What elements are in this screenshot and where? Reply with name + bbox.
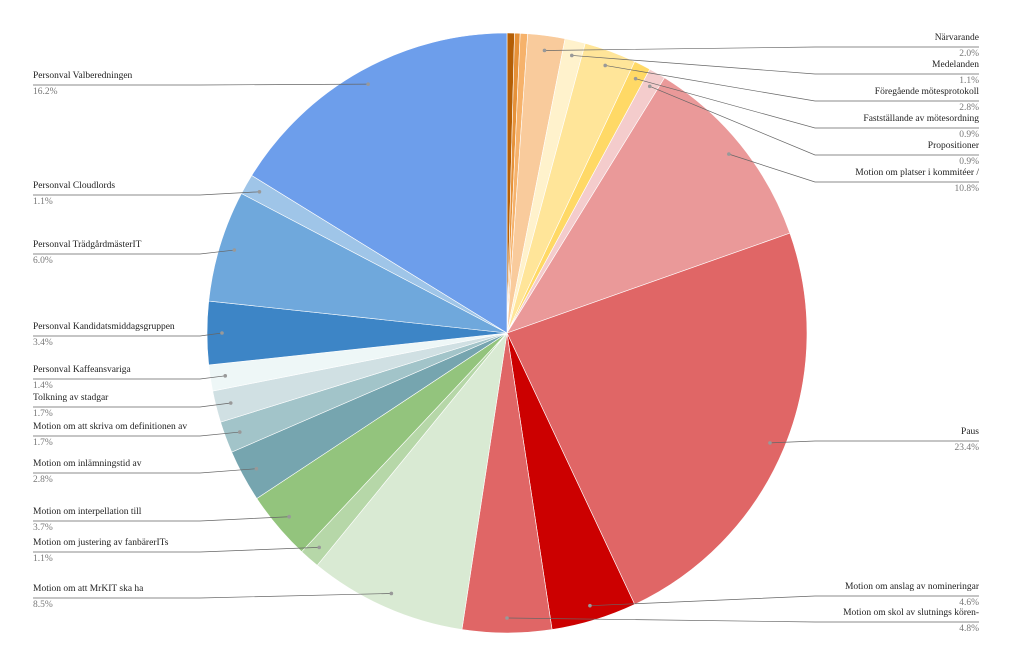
slice-label: Personval Kandidatsmiddagsgruppen [33,322,175,332]
slice-value-label: 1.7% [33,409,53,419]
leader-line [605,65,979,102]
slice-value-label: 1.4% [33,381,53,391]
leader-dot [257,189,262,194]
leader-line [33,431,240,437]
leader-line [728,153,979,183]
slice-label: Propositioner [928,141,980,151]
slice-value-label: 3.7% [33,523,53,533]
slice-value-label: 10.8% [954,184,979,194]
slice-label: Personval Kaffeansvariga [33,364,131,375]
leader-dot [389,591,394,596]
pie-slice [506,232,808,605]
leader-dot [317,545,321,550]
leader-line [33,375,226,380]
slice-label: Motion om inlämningstid av [33,459,142,469]
leader-line [33,249,235,255]
slice-label: Motion om att skriva om definitionen av [33,421,187,432]
slice-label: Motion om att MrKIT ska ha [33,584,144,594]
leader-line [33,593,392,599]
leader-dot [232,248,237,252]
slice-value-label: 4.6% [959,598,979,608]
slice-value-label: 16.2% [33,87,58,97]
leader-line [33,83,369,86]
slice-label: Motion om platser i kommitéer / [855,168,979,178]
leader-dot [569,53,574,58]
slice-value-label: 1.1% [33,197,53,207]
slice-value-label: 8.5% [33,600,53,610]
leader-dot [603,63,608,68]
slice-value-label: 0.9% [959,130,979,140]
slice-label: Motion om anslag av nomineringar [845,582,980,592]
slice-value-label: 4.8% [959,624,979,634]
leader-line [571,55,979,75]
slice-value-label: 3.4% [33,338,53,348]
leader-line [33,191,260,196]
slice-value-label: 2.0% [959,49,979,59]
slice-label: Motion om justering av fanbärerITs [33,537,169,548]
leader-dot [237,430,242,434]
leader-dot [287,514,291,519]
slice-label: Motion om skol av slutnings kören- [843,608,979,618]
slice-value-label: 23.4% [954,443,979,453]
slice-label: Föregående mötesprotokoll [875,86,980,97]
slice-value-label: 2.8% [33,475,53,485]
leader-dot [505,616,509,620]
slice-label: Personval Cloudlords [33,181,115,191]
slice-label: Paus [961,427,979,437]
leader-dot [228,401,233,405]
slice-label: Personval Valberedningen [33,71,133,81]
slice-label: Tolkning av stadgar [33,393,109,403]
leader-dot [366,82,370,86]
slice-value-label: 1.1% [959,76,979,86]
slice-value-label: 0.9% [959,157,979,167]
leader-dot [768,441,772,445]
leader-dot [220,331,224,335]
slice-value-label: 2.8% [959,103,979,113]
leader-line [33,468,257,474]
leader-line [506,617,979,623]
leader-line [544,46,979,51]
leader-dot [727,152,731,156]
leader-line [649,86,979,156]
pie-slice [316,331,508,630]
leader-dot [542,48,547,53]
pie-slice [251,32,508,334]
leader-line [33,402,231,408]
slice-value-label: 1.7% [33,438,53,448]
slice-label: Motion om interpellation till [33,507,142,517]
leader-line [769,440,979,444]
slice-label: Personval TrädgårdmästerIT [33,239,142,250]
leader-dot [647,84,652,89]
leader-dot [254,466,259,471]
leader-dot [633,76,638,81]
leader-line [589,595,979,607]
leader-line [33,547,320,553]
leader-line [635,78,979,129]
slice-label: Medelanden [932,60,979,70]
leader-dot [223,374,228,378]
pie-slice [506,77,791,334]
slice-value-label: 6.0% [33,256,53,266]
leader-line [33,332,223,337]
leader-line [33,516,290,522]
slice-label: Närvarande [935,33,979,43]
leader-dot [588,603,592,608]
slice-value-label: 1.1% [33,554,53,564]
slice-label: Fastställande av mötesordning [863,114,979,124]
